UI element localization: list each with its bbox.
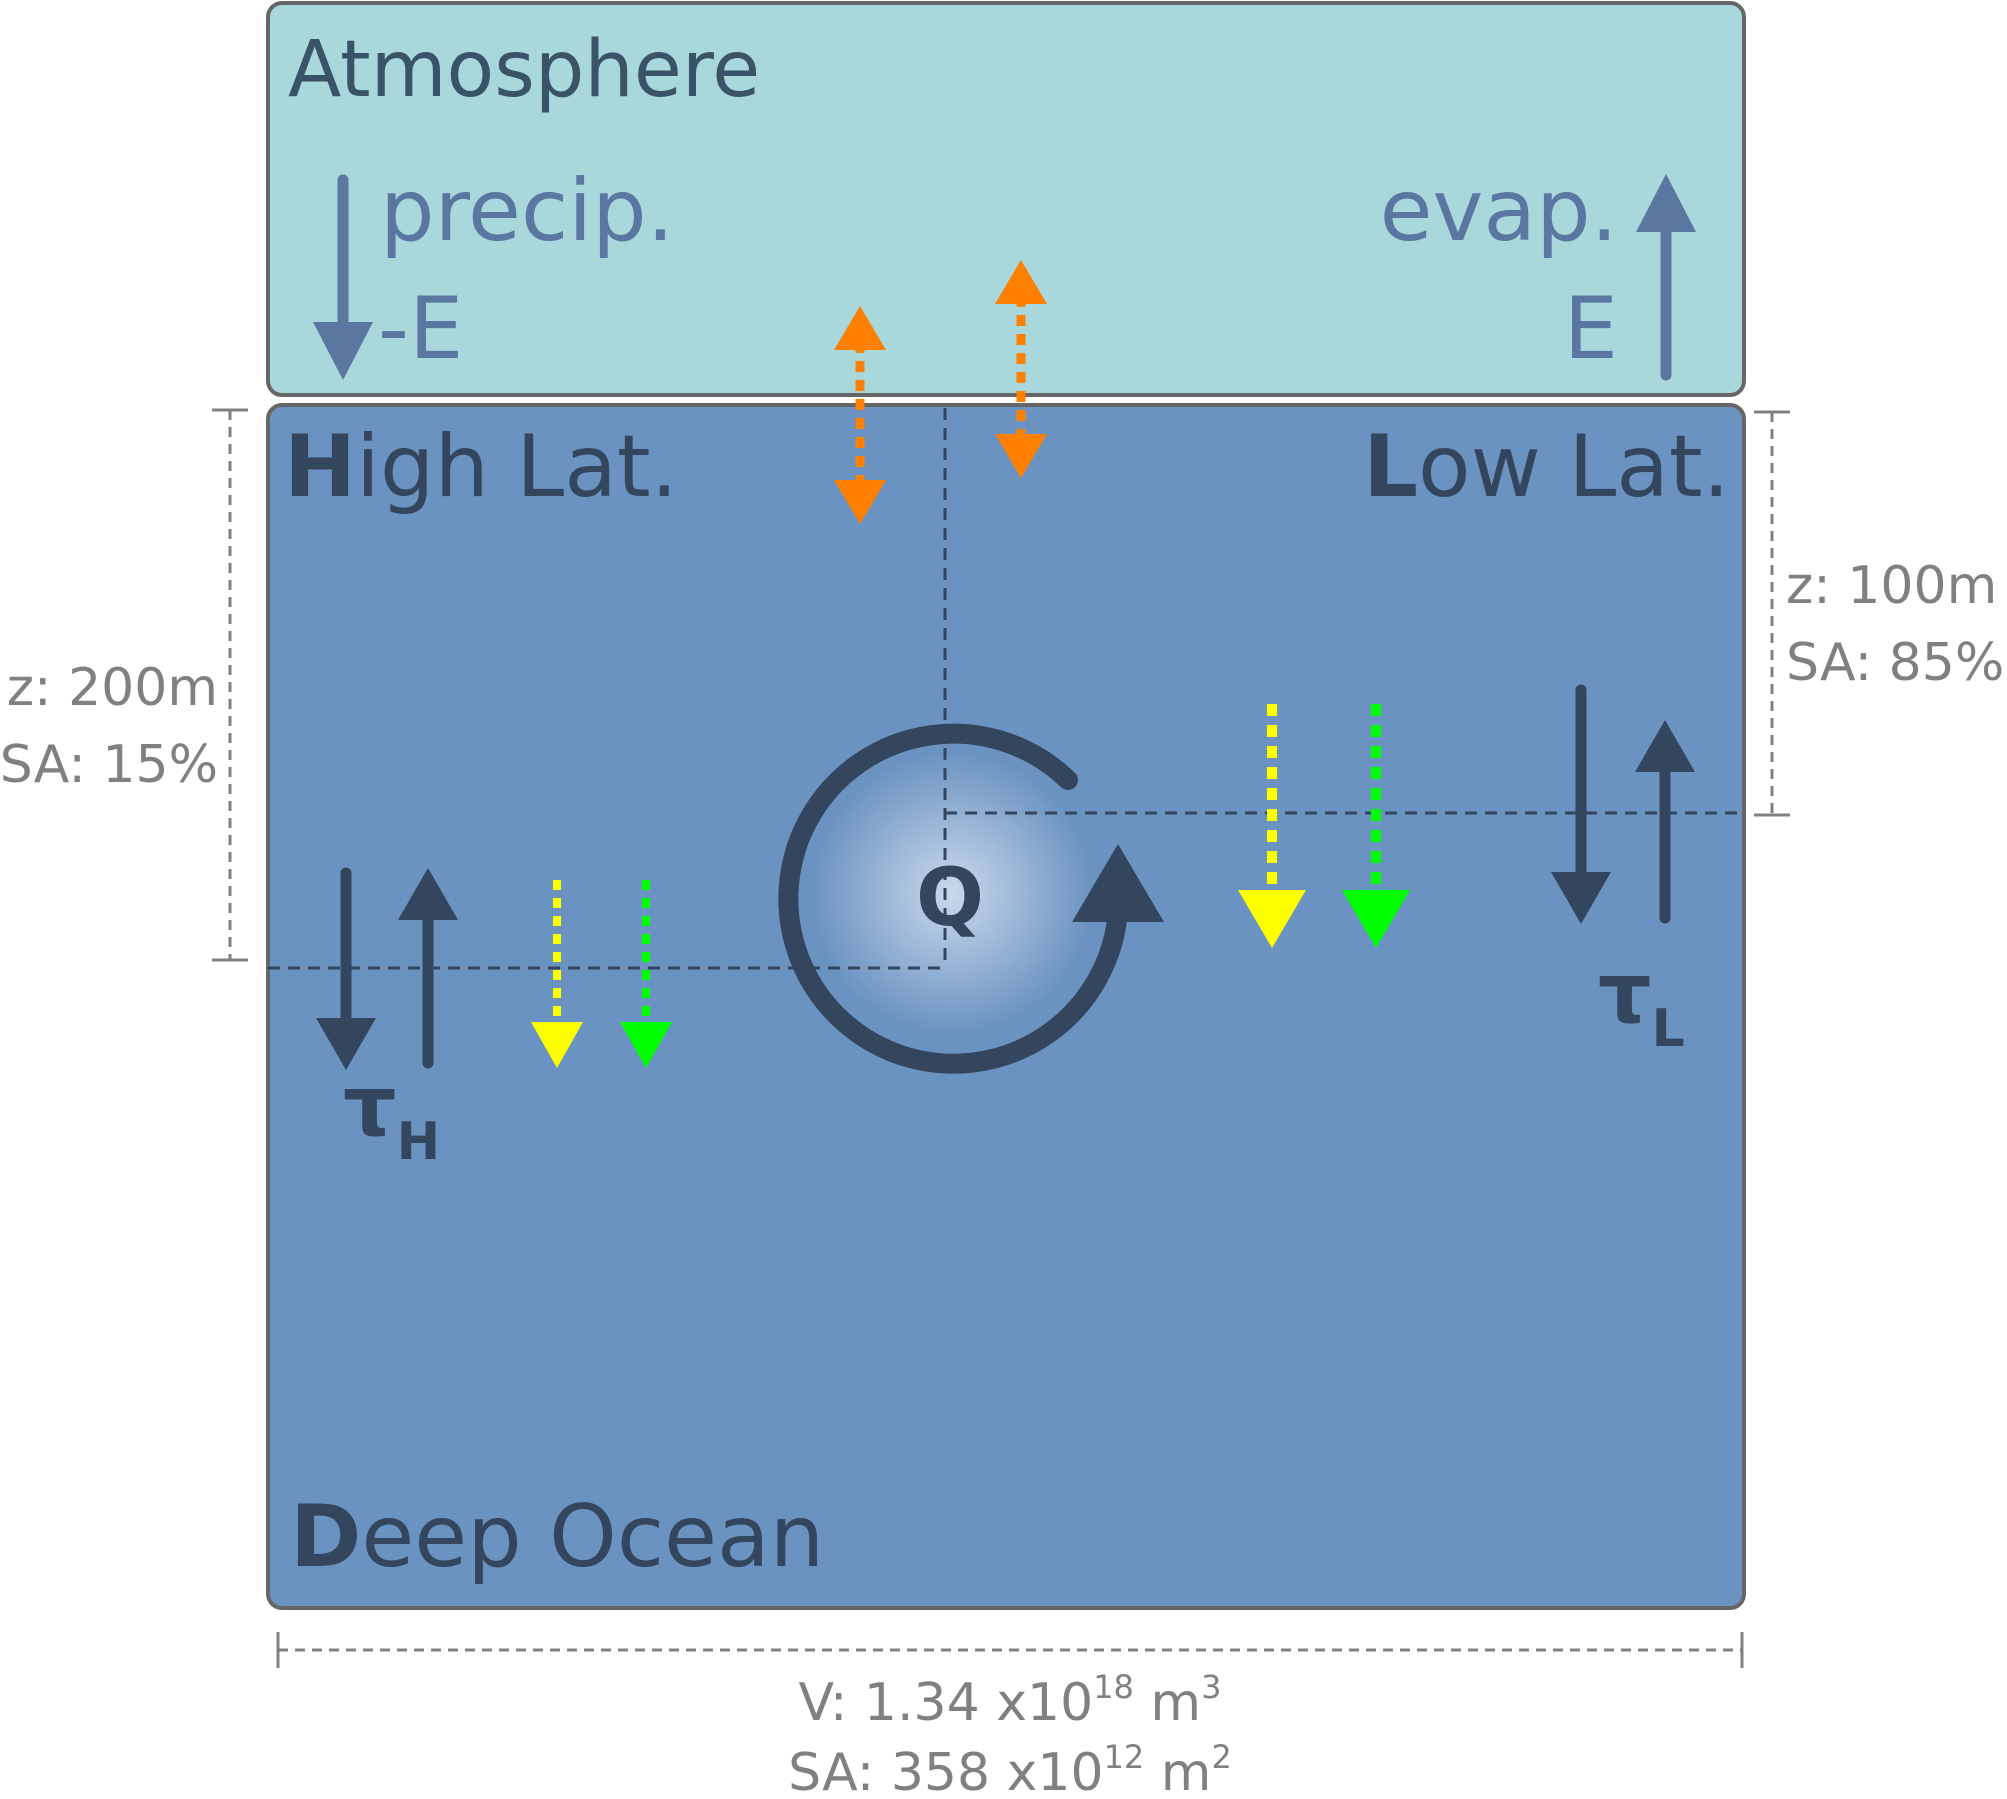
yellow-flux-arrow-icon — [531, 880, 583, 1068]
evap-label: evap. — [1380, 161, 1618, 261]
evap-arrow-icon — [1636, 174, 1696, 381]
region-boundaries — [268, 408, 1744, 970]
tau-low-label: τL — [1598, 944, 1685, 1059]
green-flux-arrow-icon — [1342, 704, 1410, 948]
heat-transport-glow — [812, 753, 1092, 1033]
low-lat-depth-bracket — [1754, 410, 1790, 817]
atmosphere-box — [266, 1, 1746, 397]
heat-transport-label: Q — [916, 851, 984, 944]
precip-symbol: -E — [378, 279, 463, 379]
low-lat-down-arrow-icon — [1551, 684, 1611, 924]
air-sea-exchange-arrow-icon — [834, 306, 886, 524]
high-lat-down-arrow-icon — [316, 867, 376, 1070]
tau-high-label: τH — [343, 1057, 440, 1172]
width-bracket — [276, 1632, 1744, 1668]
evap-symbol: E — [1564, 279, 1618, 379]
yellow-flux-arrow-icon — [1238, 704, 1306, 948]
precip-arrow-icon — [313, 174, 373, 380]
ocean-surface-area-text: SA: 358 x1012 m2 — [788, 1738, 1232, 1799]
ocean-volume-text: V: 1.34 x1018 m3 — [799, 1668, 1222, 1733]
low-lat-depth-text: z: 100m — [1786, 556, 1997, 616]
low-lat-label: Low Lat. — [1363, 417, 1730, 517]
precip-label: precip. — [380, 161, 674, 261]
atmosphere-title: Atmosphere — [288, 25, 760, 115]
low-lat-up-arrow-icon — [1635, 720, 1695, 924]
overturning-circulation-icon — [778, 723, 1164, 1074]
high-lat-up-arrow-icon — [398, 868, 458, 1069]
high-lat-depth-bracket — [212, 408, 248, 962]
high-lat-area-text: SA: 15% — [0, 735, 218, 795]
low-lat-area-text: SA: 85% — [1786, 633, 2004, 693]
green-flux-arrow-icon — [620, 880, 672, 1068]
high-lat-depth-text: z: 200m — [7, 658, 218, 718]
air-sea-exchange-arrow-icon — [995, 260, 1047, 478]
deep-ocean-label: Deep Ocean — [290, 1487, 824, 1587]
high-lat-label: High Lat. — [284, 417, 678, 517]
